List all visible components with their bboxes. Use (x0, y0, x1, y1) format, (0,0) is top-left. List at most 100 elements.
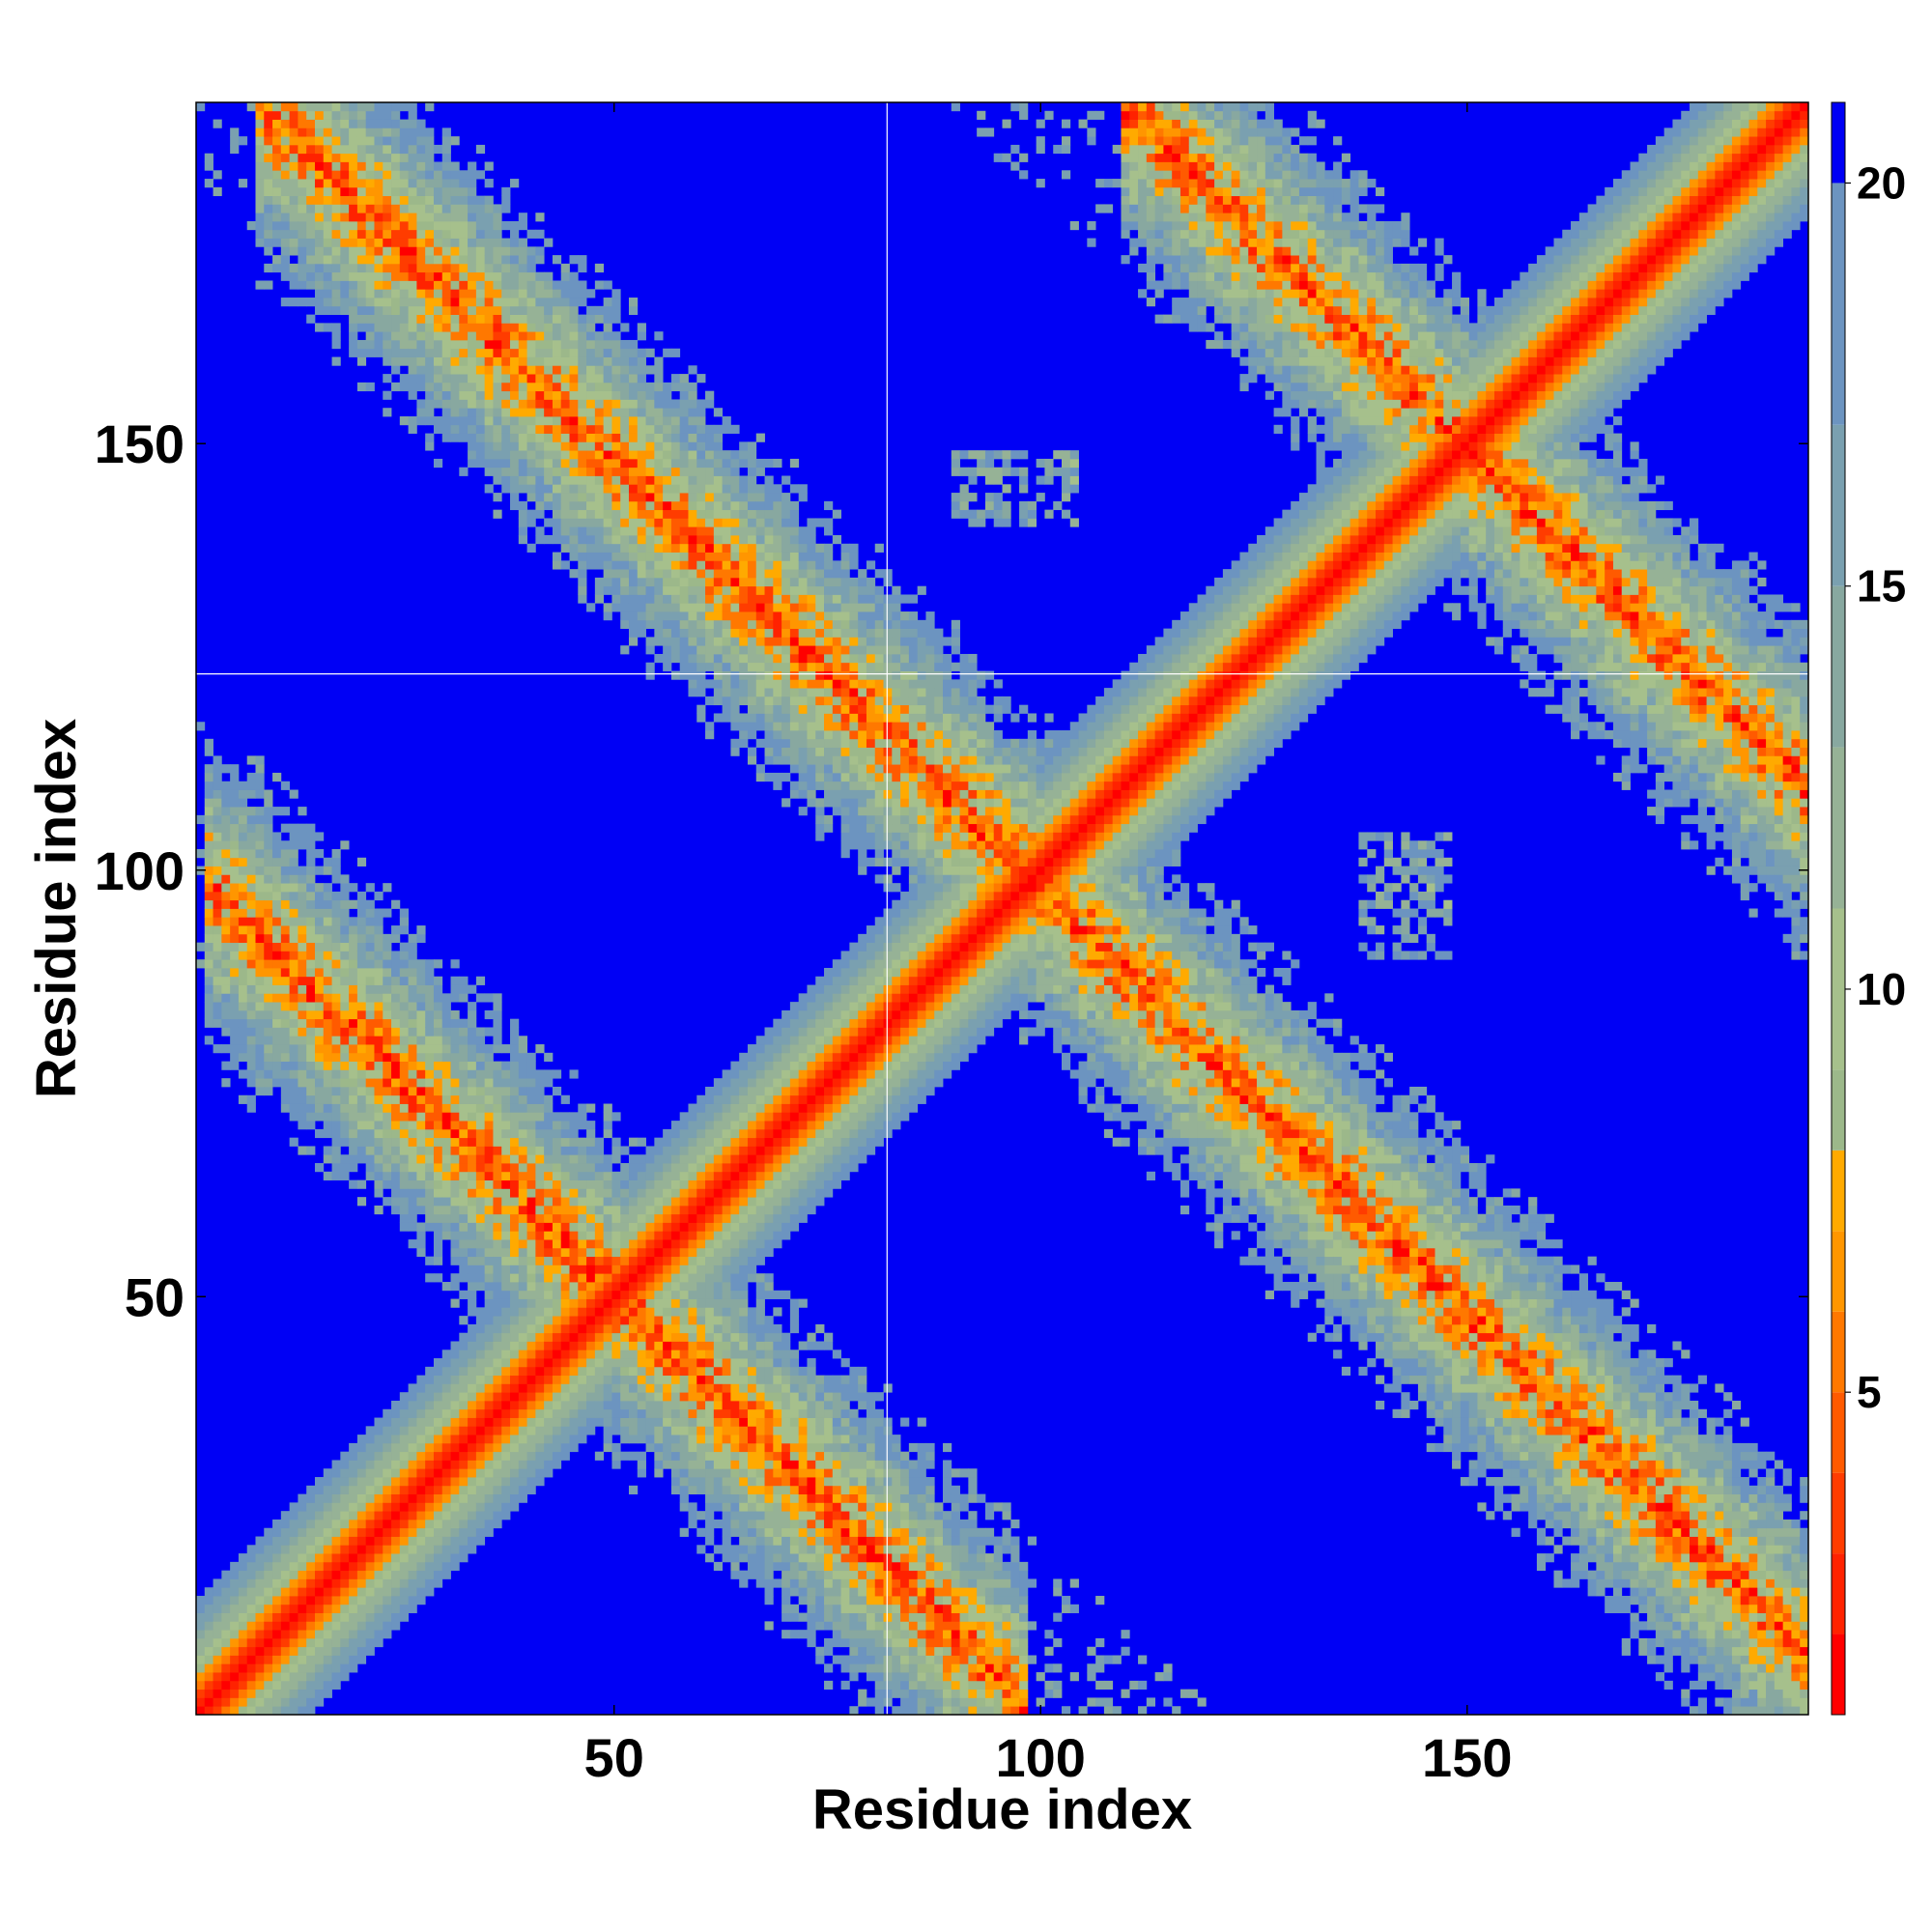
heatmap-cell (603, 1316, 612, 1325)
heatmap-cell (238, 1630, 248, 1639)
heatmap-cell (484, 374, 494, 384)
heatmap-cell (204, 832, 213, 841)
heatmap-cell (484, 1112, 494, 1122)
heatmap-cell (628, 585, 639, 595)
heatmap-cell (510, 1358, 520, 1368)
heatmap-cell (603, 374, 612, 384)
heatmap-cell (349, 1061, 358, 1070)
heatmap-cell (552, 323, 562, 332)
heatmap-cell (349, 942, 358, 952)
heatmap-cell (688, 628, 697, 638)
heatmap-cell (399, 1103, 409, 1113)
heatmap-cell (484, 1256, 494, 1265)
heatmap-cell (569, 1290, 579, 1299)
heatmap-cell (611, 289, 621, 298)
heatmap-cell (578, 560, 587, 570)
heatmap-cell (654, 1171, 664, 1180)
heatmap-cell (526, 1061, 536, 1070)
heatmap-cell (493, 1137, 502, 1147)
heatmap-cell (645, 493, 655, 502)
heatmap-cell (280, 195, 291, 205)
heatmap-cell (280, 128, 291, 137)
heatmap-cell (705, 569, 715, 579)
heatmap-cell (611, 1205, 621, 1215)
heatmap-cell (349, 1442, 358, 1453)
heatmap-cell (383, 1527, 392, 1537)
heatmap-cell (459, 399, 469, 409)
heatmap-cell (230, 1009, 240, 1020)
heatmap-cell (493, 365, 502, 375)
heatmap-cell (230, 1052, 240, 1063)
heatmap-cell (306, 1121, 316, 1130)
heatmap-cell (433, 204, 443, 213)
heatmap-cell (679, 543, 689, 553)
heatmap-cell (535, 1128, 545, 1139)
heatmap-cell (230, 840, 240, 850)
heatmap-cell (408, 1018, 417, 1028)
heatmap-cell (535, 1094, 545, 1104)
heatmap-cell (493, 339, 502, 350)
heatmap-cell (501, 1256, 511, 1265)
heatmap-cell (526, 1231, 536, 1240)
heatmap-cell (272, 161, 282, 171)
heatmap-cell (526, 1426, 536, 1435)
heatmap-cell (391, 102, 401, 112)
heatmap-cell (696, 1375, 706, 1384)
heatmap-cell (399, 204, 409, 213)
heatmap-cell (670, 500, 681, 511)
heatmap-cell (340, 1545, 350, 1554)
heatmap-cell (280, 298, 291, 307)
heatmap-cell (374, 136, 384, 146)
heatmap-cell (501, 204, 511, 213)
heatmap-cell (323, 1018, 332, 1028)
heatmap-cell (255, 1545, 265, 1554)
heatmap-cell (518, 1264, 527, 1274)
heatmap-cell (705, 1171, 715, 1180)
heatmap-cell (391, 1179, 401, 1189)
heatmap-cell (221, 1706, 231, 1716)
heatmap-cell (603, 305, 612, 315)
heatmap-cell (391, 1596, 401, 1605)
heatmap-cell (586, 1383, 596, 1393)
heatmap-cell (221, 1570, 231, 1579)
heatmap-cell (501, 390, 511, 400)
heatmap-cell (510, 1273, 520, 1283)
heatmap-cell (450, 1036, 460, 1045)
heatmap-cell (433, 1027, 443, 1037)
heatmap-cell (468, 1078, 477, 1088)
heatmap-cell (280, 229, 291, 239)
heatmap-cell (552, 433, 562, 442)
heatmap-cell (663, 1400, 672, 1410)
heatmap-cell (544, 1128, 554, 1139)
heatmap-cell (628, 348, 639, 357)
heatmap-cell (594, 1247, 605, 1258)
heatmap-cell (331, 1553, 341, 1563)
heatmap-cell (272, 951, 282, 960)
heatmap-cell (272, 144, 282, 155)
heatmap-cell (340, 246, 350, 256)
heatmap-cell (560, 263, 570, 273)
heatmap-cell (578, 1392, 587, 1402)
heatmap-cell (416, 1018, 426, 1028)
heatmap-cell (603, 1435, 612, 1444)
heatmap-cell (518, 1171, 527, 1180)
heatmap-cell (349, 1027, 358, 1037)
heatmap-cell (696, 458, 706, 469)
heatmap-cell (544, 1307, 554, 1317)
heatmap-cell (238, 1621, 248, 1631)
heatmap-cell (526, 1086, 536, 1096)
heatmap-cell (383, 204, 392, 213)
heatmap-cell (637, 450, 646, 460)
heatmap-cell (510, 1197, 520, 1207)
heatmap-cell (688, 1298, 697, 1308)
heatmap-cell (416, 1477, 426, 1487)
heatmap-cell (349, 1154, 358, 1164)
heatmap-cell (475, 195, 486, 205)
heatmap-cell (306, 959, 316, 969)
heatmap-cell (670, 374, 681, 384)
heatmap-cell (628, 493, 639, 502)
heatmap-cell (569, 1282, 579, 1292)
heatmap-cell (399, 1061, 409, 1070)
heatmap-cell (323, 1630, 332, 1639)
heatmap-cell (526, 289, 536, 298)
